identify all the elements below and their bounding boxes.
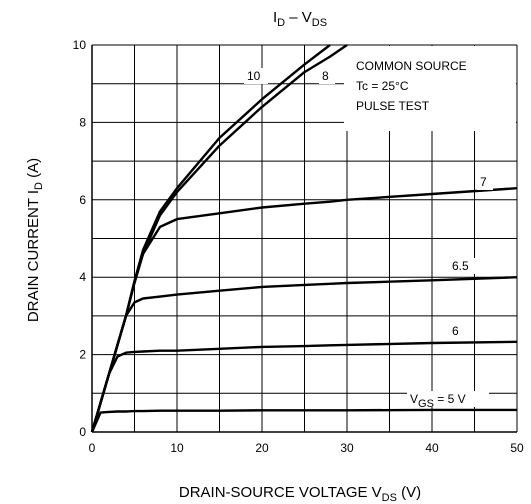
curve xyxy=(90,276,518,433)
chart-title-part: I xyxy=(273,9,277,26)
x-tick-label: 10 xyxy=(170,441,184,455)
x-tick-label: 20 xyxy=(255,441,269,455)
x-tick-label: 30 xyxy=(340,441,354,455)
y-axis-label-part: (A) xyxy=(25,158,42,182)
curve-label-bg xyxy=(244,68,268,84)
curve-label-part: = 5 V xyxy=(434,392,466,406)
curve-label: 10 xyxy=(247,69,261,83)
y-tick-label: 4 xyxy=(79,270,86,284)
curve-label: 6.5 xyxy=(452,259,469,273)
chart-title-part: DS xyxy=(312,17,327,29)
y-tick-label: 6 xyxy=(79,193,86,207)
curve-label: 7 xyxy=(480,175,487,189)
curve-label-part: GS xyxy=(418,398,434,410)
chart-title-part: D xyxy=(277,17,285,29)
curve xyxy=(90,340,518,433)
annotation: Tc = 25°C xyxy=(356,79,409,93)
y-tick-label: 8 xyxy=(79,115,86,129)
x-axis-label-part: DRAIN-SOURCE VOLTAGE V xyxy=(179,484,382,501)
annotation: PULSE TEST xyxy=(356,99,430,113)
annotation-box xyxy=(344,46,516,131)
curve-label-part: V xyxy=(410,392,418,406)
curve-label: 8 xyxy=(322,69,329,83)
x-tick-label: 0 xyxy=(89,441,96,455)
y-tick-label: 0 xyxy=(79,425,86,439)
y-axis-label-part: D xyxy=(33,182,45,190)
chart-title: ID – VDS xyxy=(273,9,327,29)
curve-label: 6 xyxy=(452,324,459,338)
y-tick-label: 10 xyxy=(73,38,87,52)
x-tick-label: 50 xyxy=(510,441,524,455)
curve-label-bg xyxy=(407,391,489,407)
curve-label-bg xyxy=(449,258,481,274)
y-axis-label: DRAIN CURRENT ID (A) xyxy=(25,158,45,322)
annotation: COMMON SOURCE xyxy=(356,59,467,73)
curve-label-bg xyxy=(449,323,465,339)
curve-label-bg xyxy=(319,68,335,84)
curve-label-bg xyxy=(477,174,493,190)
curve-label: VGS = 5 V xyxy=(410,392,466,410)
x-tick-label: 40 xyxy=(425,441,439,455)
curve xyxy=(90,408,517,433)
x-axis-label: DRAIN-SOURCE VOLTAGE VDS (V) xyxy=(179,484,421,504)
x-axis-label-part: (V) xyxy=(397,484,421,501)
y-tick-label: 2 xyxy=(79,348,86,362)
y-axis-label-part: DRAIN CURRENT I xyxy=(25,190,42,322)
x-axis-label-part: DS xyxy=(382,492,397,504)
chart-title-part: – V xyxy=(285,9,312,26)
